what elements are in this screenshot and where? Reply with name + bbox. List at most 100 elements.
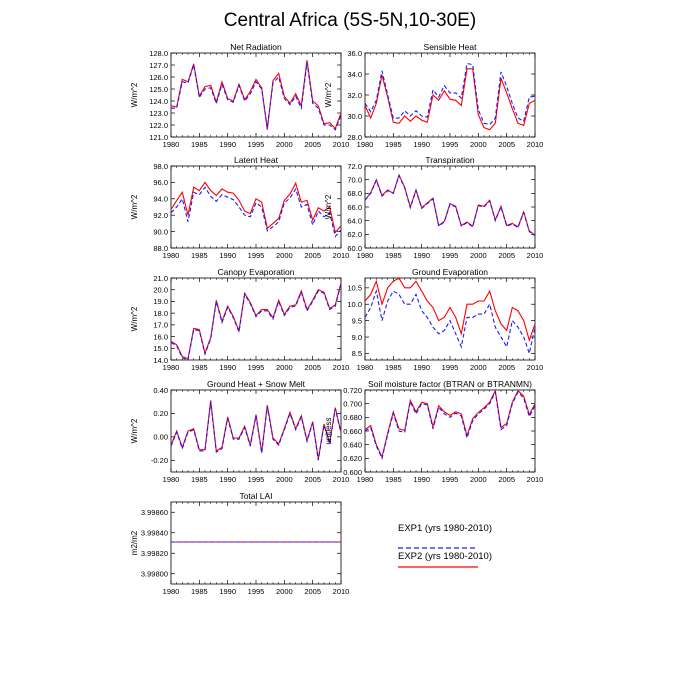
chart-panel-7: Ground Heat + Snow Melt W/m^2 1980 1985 1990… — [130, 379, 349, 484]
y-tick-label: 68.0 — [347, 189, 362, 198]
series-line-exp1 — [171, 62, 342, 131]
x-tick-label: 1995 — [248, 140, 265, 149]
y-tick-label: 0.720 — [343, 386, 362, 395]
y-tick-label: 70.0 — [347, 175, 362, 184]
legend-label-exp2: EXP2 (yrs 1980-2010) — [398, 551, 492, 562]
y-axis-label: W/m^2 — [130, 418, 139, 443]
y-tick-label: 15.0 — [153, 344, 168, 353]
x-tick-label: 2005 — [304, 475, 321, 484]
x-tick-label: 2010 — [333, 363, 350, 372]
x-tick-label: 1990 — [219, 587, 236, 596]
series-line-exp1 — [364, 288, 536, 356]
y-tick-label: 66.0 — [347, 203, 362, 212]
chart-panel-6: Ground Evaporation 1980 1985 1990 1995 2000 20… — [347, 267, 543, 372]
chart-panel-2: Sensible Heat W/m^2 1980 1985 1990 1995 2000 20… — [324, 42, 543, 149]
y-tick-label: 0.680 — [343, 413, 362, 422]
series-line-exp2 — [170, 181, 342, 234]
y-tick-label: 9.0 — [352, 333, 362, 342]
y-tick-label: 3.99820 — [141, 549, 168, 558]
y-tick-label: 3.99840 — [141, 529, 168, 538]
x-tick-label: 2005 — [498, 251, 515, 260]
x-tick-label: 1985 — [191, 475, 208, 484]
x-tick-label: 2010 — [527, 363, 544, 372]
y-tick-label: 0.600 — [343, 468, 362, 477]
y-tick-label: 0.660 — [343, 427, 362, 436]
figure-title: Central Africa (5S-5N,10-30E) — [223, 10, 477, 31]
y-tick-label: 10.0 — [347, 300, 362, 309]
series-line-exp2 — [170, 282, 342, 360]
y-tick-label: 19.0 — [153, 297, 168, 306]
y-tick-label: 123.0 — [149, 109, 168, 118]
y-tick-label: 0.00 — [153, 433, 168, 442]
y-tick-label: 36.0 — [347, 49, 362, 58]
panel-title: Net Radiation — [230, 42, 282, 52]
x-tick-label: 2000 — [276, 251, 293, 260]
x-tick-label: 1995 — [248, 475, 265, 484]
chart-panel-5: Canopy Evaporation W/m^2 1980 1985 1990 1995 2… — [130, 267, 349, 372]
y-axis-label: W/m^2 — [130, 306, 139, 331]
y-tick-label: 72.0 — [347, 162, 362, 171]
x-tick-label: 2000 — [470, 363, 487, 372]
x-tick-label: 1980 — [357, 140, 374, 149]
y-axis-label: W/m^2 — [324, 194, 333, 219]
panel-title: Soil moisture factor (BTRAN or BTRANMN) — [368, 379, 532, 389]
x-tick-label: 2010 — [333, 587, 350, 596]
x-tick-label: 1995 — [248, 251, 265, 260]
x-tick-label: 2005 — [498, 140, 515, 149]
panel-title: Ground Evaporation — [412, 267, 488, 277]
x-tick-label: 1985 — [385, 251, 402, 260]
x-tick-label: 1980 — [163, 587, 180, 596]
y-tick-label: 28.0 — [347, 133, 362, 142]
x-tick-label: 1980 — [357, 363, 374, 372]
y-tick-label: 60.0 — [347, 244, 362, 253]
panel-title: Transpiration — [425, 155, 475, 165]
x-tick-label: 1985 — [191, 251, 208, 260]
series-line-exp1 — [170, 186, 342, 238]
panel-title: Sensible Heat — [424, 42, 478, 52]
x-tick-label: 2005 — [304, 363, 321, 372]
x-tick-label: 2000 — [470, 251, 487, 260]
x-tick-label: 1995 — [442, 475, 459, 484]
x-tick-label: 2005 — [498, 363, 515, 372]
x-tick-label: 1985 — [385, 140, 402, 149]
y-tick-label: 125.0 — [149, 85, 168, 94]
x-tick-label: 1995 — [248, 363, 265, 372]
y-tick-label: -0.20 — [151, 456, 168, 465]
y-tick-label: 121.0 — [149, 133, 168, 142]
y-tick-label: 17.0 — [153, 321, 168, 330]
x-tick-label: 1980 — [163, 363, 180, 372]
x-tick-label: 1990 — [413, 475, 430, 484]
x-tick-label: 2005 — [304, 251, 321, 260]
x-tick-label: 1990 — [413, 140, 430, 149]
x-tick-label: 1980 — [163, 140, 180, 149]
y-tick-label: 3.99800 — [141, 570, 168, 579]
plot-frame — [364, 165, 536, 249]
x-tick-label: 1990 — [219, 475, 236, 484]
x-tick-label: 2005 — [304, 587, 321, 596]
x-tick-label: 1985 — [191, 140, 208, 149]
y-tick-label: 14.0 — [153, 356, 168, 365]
x-tick-label: 1990 — [219, 140, 236, 149]
x-tick-label: 2000 — [470, 475, 487, 484]
plot-frame — [170, 165, 342, 249]
series-line-exp2 — [170, 60, 342, 130]
x-tick-label: 2010 — [527, 475, 544, 484]
series-line-exp2 — [170, 400, 342, 460]
y-tick-label: 126.0 — [149, 73, 168, 82]
x-tick-label: 2010 — [527, 140, 544, 149]
series-line-exp1 — [364, 390, 536, 460]
panel-title: Total LAI — [239, 491, 272, 501]
y-tick-label: 0.640 — [343, 440, 362, 449]
y-tick-label: 16.0 — [153, 332, 168, 341]
panel-title: Canopy Evaporation — [217, 267, 294, 277]
y-axis-label: unitless — [324, 417, 333, 444]
y-axis-label: W/m^2 — [130, 82, 139, 107]
x-tick-label: 1995 — [442, 140, 459, 149]
y-axis-label: W/m^2 — [130, 194, 139, 219]
y-tick-label: 62.0 — [347, 230, 362, 239]
plot-frame — [170, 389, 342, 473]
series-line-exp1 — [170, 283, 342, 361]
y-tick-label: 10.5 — [347, 284, 362, 293]
plot-frame — [170, 52, 342, 138]
